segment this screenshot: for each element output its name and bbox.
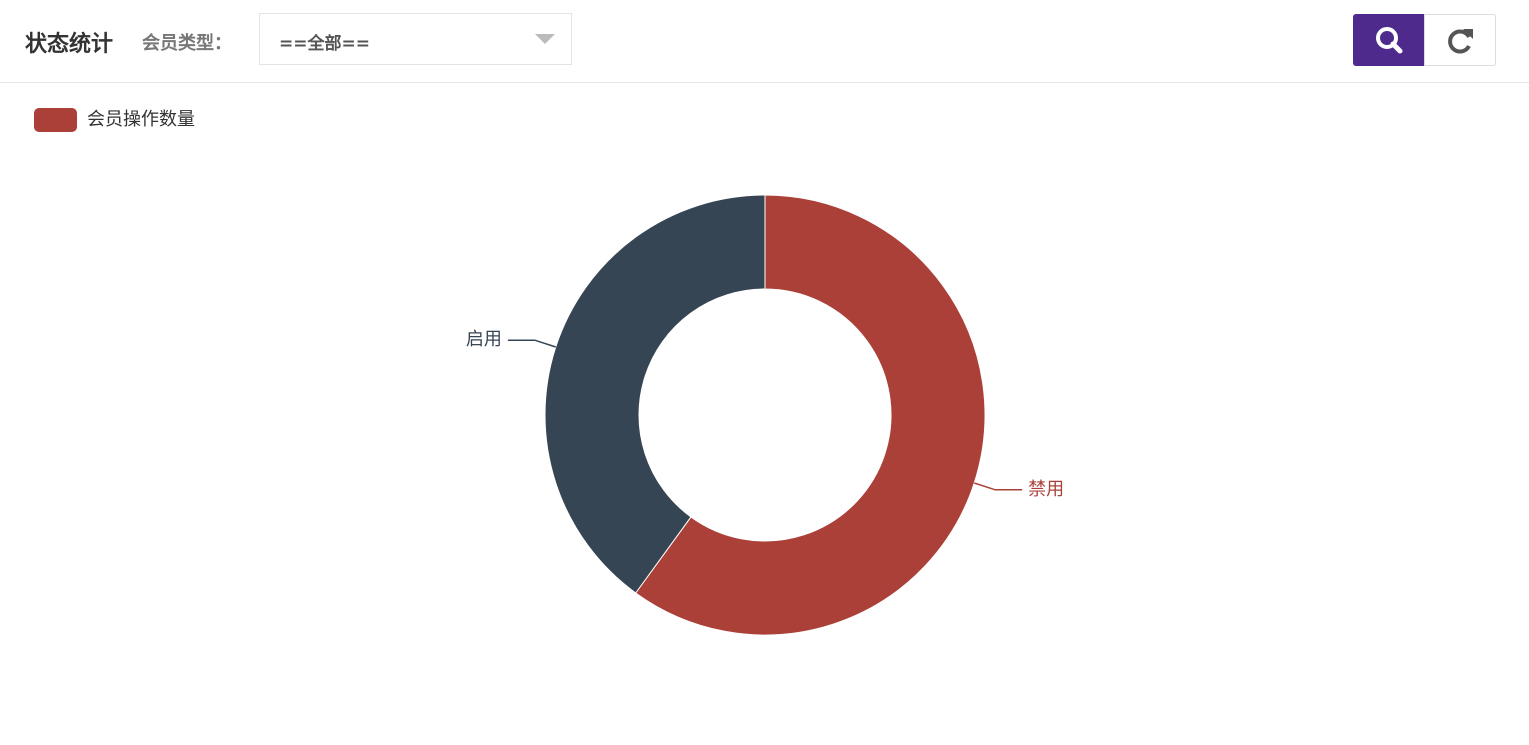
legend-swatch[interactable] [34, 108, 77, 132]
donut-slice[interactable] [544, 194, 766, 594]
search-button[interactable] [1353, 14, 1425, 66]
legend-label[interactable]: 会员操作数量 [87, 109, 195, 130]
refresh-icon [1448, 29, 1473, 54]
page-title: 状态统计 [25, 32, 114, 57]
filter-label: 会员类型： [142, 33, 232, 54]
donut-slice[interactable] [634, 194, 986, 636]
select-caret [535, 34, 555, 44]
label-line [507, 339, 556, 348]
slice-label: 启用 [466, 329, 502, 350]
member-type-select[interactable]: ==全部== [259, 13, 572, 65]
slice-label: 禁用 [1028, 479, 1064, 500]
select-value: ==全部== [279, 34, 370, 54]
search-icon [1376, 27, 1403, 54]
label-line [974, 482, 1023, 491]
toolbar: 状态统计 会员类型： ==全部== [0, 0, 1529, 83]
refresh-button[interactable] [1424, 14, 1496, 66]
